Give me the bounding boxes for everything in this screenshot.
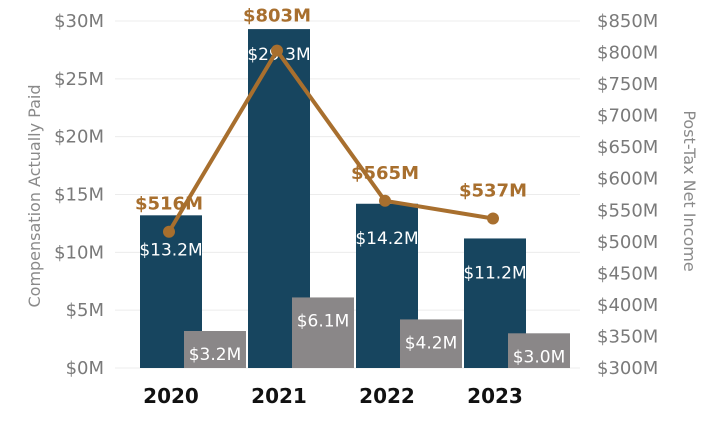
bar-label-series-b: $4.2M (405, 333, 458, 353)
right-tick-label: $350M (597, 326, 658, 347)
bar-label-series-a: $14.2M (355, 229, 418, 249)
net-income-point (163, 225, 175, 238)
bar-label-series-a: $11.2M (463, 263, 526, 283)
x-category-label: 2021 (251, 384, 307, 408)
bar-series-b-2023 (508, 333, 570, 368)
left-tick-label: $10M (54, 242, 104, 263)
right-tick-label: $750M (597, 74, 658, 95)
bar-label-series-b: $3.0M (513, 347, 566, 367)
bar-label-series-b: $6.1M (297, 311, 350, 331)
left-axis-ticks: $0M $5M $10M $15M $20M $25M $30M (54, 11, 104, 379)
x-category-label: 2020 (143, 384, 199, 408)
net-income-label: $565M (351, 163, 419, 184)
net-income-label: $516M (135, 194, 203, 215)
bar-series-b-2021 (292, 297, 354, 368)
right-tick-label: $550M (597, 200, 658, 221)
right-tick-label: $300M (597, 358, 658, 379)
x-category-label: 2022 (359, 384, 415, 408)
bar-label-series-b: $3.2M (189, 345, 242, 365)
bar-series-b-2022 (400, 319, 462, 368)
right-axis-ticks: $300M $350M $400M $450M $500M $550M $600M $650M… (597, 11, 658, 379)
right-tick-label: $600M (597, 169, 658, 190)
left-tick-label: $25M (54, 69, 104, 90)
x-category-label: 2023 (467, 384, 523, 408)
left-tick-label: $20M (54, 127, 104, 148)
line-series: $516M $803M $565M $537M (135, 6, 527, 238)
bar-series-b-2020 (184, 330, 246, 368)
net-income-point (379, 194, 391, 207)
right-tick-label: $650M (597, 137, 658, 158)
net-income-point (271, 44, 283, 57)
right-tick-label: $700M (597, 106, 658, 127)
net-income-label: $803M (243, 6, 311, 27)
right-tick-label: $500M (597, 232, 658, 253)
right-axis-title: Post-Tax Net Income (680, 110, 699, 271)
right-tick-label: $850M (597, 11, 658, 32)
right-tick-label: $450M (597, 263, 658, 284)
right-tick-label: $800M (597, 43, 658, 64)
net-income-label: $537M (459, 180, 527, 201)
net-income-line (167, 48, 495, 234)
left-tick-label: $5M (66, 300, 104, 321)
bar-label-series-a: $13.2M (139, 240, 202, 260)
x-axis-labels: 2020 2021 2022 2023 (143, 384, 523, 408)
net-income-point (487, 212, 499, 225)
left-axis-title: Compensation Actually Paid (25, 84, 44, 307)
left-tick-label: $30M (54, 11, 104, 32)
left-tick-label: $0M (66, 358, 104, 379)
right-tick-label: $400M (597, 295, 658, 316)
left-tick-label: $15M (54, 185, 104, 206)
